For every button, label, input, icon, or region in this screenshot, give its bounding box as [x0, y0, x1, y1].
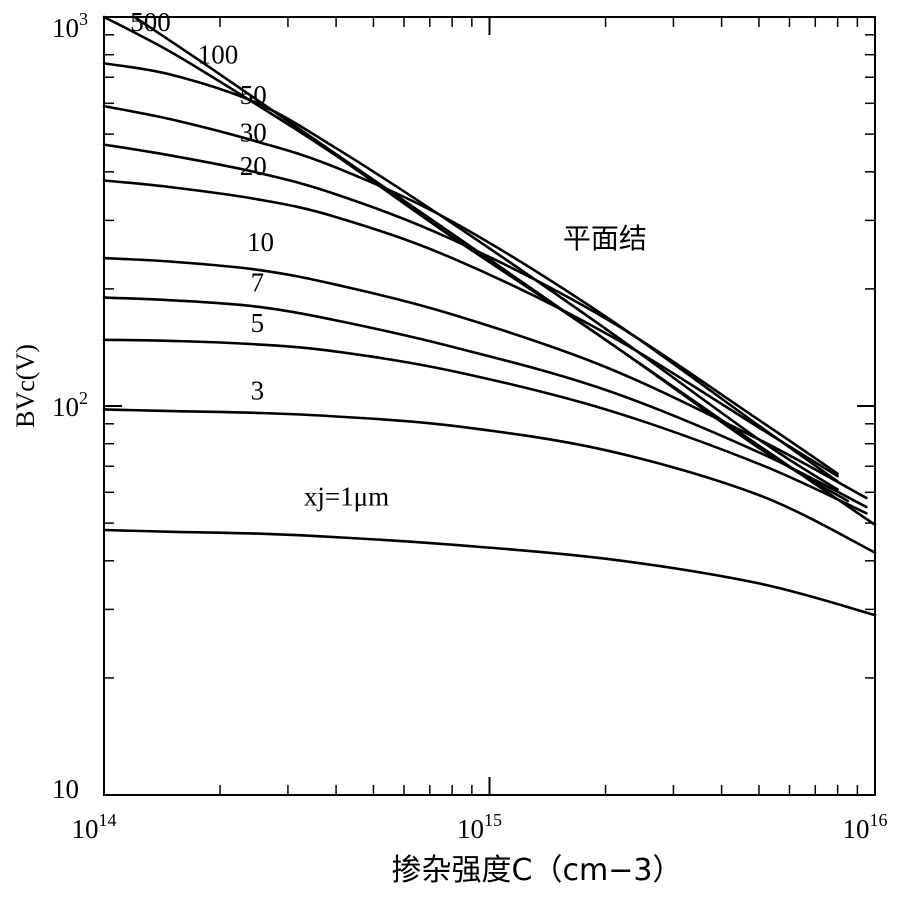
x-tick-label: 1015: [457, 810, 502, 844]
series-line: [102, 528, 877, 617]
series-line: [102, 15, 850, 503]
y-axis-title: BVc(V): [11, 344, 40, 428]
series-label: xj=1μm: [304, 481, 389, 511]
plot-frame: [103, 16, 876, 796]
series-label: 100: [198, 39, 239, 69]
series-label: 平面结: [563, 222, 647, 255]
x-tick-label-base: 10: [843, 814, 870, 844]
series-label: 10: [247, 227, 274, 257]
x-tick-label-exponent: 16: [870, 810, 888, 830]
x-tick-label: 1016: [843, 810, 888, 844]
y-tick-label-base: 10: [52, 13, 79, 43]
series-line: [102, 143, 839, 475]
y-tick-label-base: 10: [52, 774, 79, 804]
y-tick-label-exponent: 2: [79, 388, 88, 408]
series-line: [102, 104, 839, 483]
x-axis-title: 掺杂强度C（cm−3）: [392, 853, 683, 888]
series-line: [102, 408, 877, 554]
x-tick-label-base: 10: [72, 814, 99, 844]
y-tick-label-base: 10: [52, 392, 79, 422]
series-label: 5: [251, 308, 264, 338]
series-label: 7: [251, 267, 264, 297]
x-tick-label: 1014: [72, 810, 117, 844]
x-tick-label-exponent: 15: [484, 810, 502, 830]
x-tick-label-base: 10: [457, 814, 484, 844]
series-label: 30: [240, 118, 267, 148]
y-tick-label: 102: [52, 388, 88, 422]
series-label: 500: [130, 7, 171, 37]
series-line: [102, 179, 839, 478]
series-line: [102, 256, 868, 500]
x-tick-label-exponent: 14: [99, 810, 117, 830]
series-label: 20: [240, 151, 267, 181]
x-tick-labels: 1014 1015 1016: [72, 810, 888, 844]
series-label: 50: [240, 80, 267, 110]
y-tick-label: 10: [52, 774, 79, 804]
series-layer: [102, 15, 877, 617]
series-line: [102, 338, 868, 515]
y-tick-label: 103: [52, 9, 88, 43]
series-label: 3: [251, 375, 264, 405]
y-tick-label-exponent: 3: [79, 9, 88, 29]
series-line: [102, 296, 868, 509]
